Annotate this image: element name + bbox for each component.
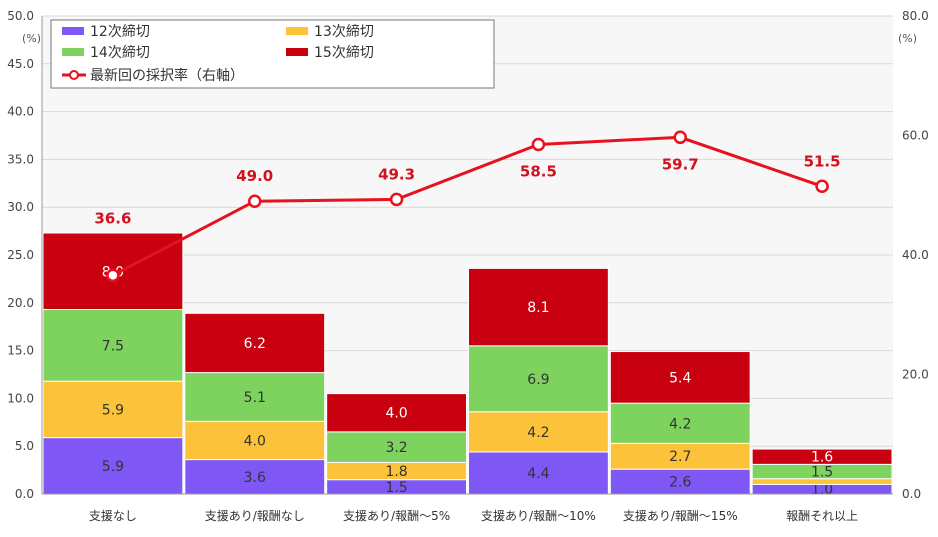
right-tick-label: 80.0 [902,9,929,23]
bar-data-label: 5.4 [669,370,691,386]
legend-label: 15次締切 [314,44,374,61]
bar-data-label: 1.6 [811,450,833,466]
bar-data-label: 2.7 [669,449,691,465]
rate-point [248,194,262,208]
rate-data-label: 49.3 [378,165,415,183]
right-axis-unit: (%) [898,32,917,45]
rate-data-label: 36.6 [94,209,131,227]
rate-data-label: 51.5 [804,152,841,170]
bar-data-label: 5.9 [102,459,124,475]
left-tick-label: 45.0 [7,57,34,71]
legend-swatch [62,27,84,35]
left-tick-label: 15.0 [7,344,34,358]
x-tick-label: 報酬それ以上 [786,509,858,523]
bar-segment [609,351,751,404]
rate-data-label: 58.5 [520,162,557,180]
bar-data-label: 3.6 [244,470,266,486]
x-tick-label: 支援なし [89,509,137,523]
legend-label: 12次締切 [90,23,150,40]
left-tick-label: 35.0 [7,152,34,166]
bar-data-label: 6.2 [244,336,266,352]
right-tick-label: 40.0 [902,248,929,262]
bar-data-label: 4.4 [527,466,549,482]
rate-point [815,179,829,194]
axes: (%) (%) 0.0 5.0 10.0 15.0 20.0 25.0 30.0 35.0 40… [7,9,928,523]
bar-data-label: 4.2 [527,425,549,441]
x-tick-label: 支援あり/報酬なし [205,509,305,523]
x-tick-label: 支援あり/報酬～5% [343,509,450,523]
bar-segment [184,312,326,374]
bar-segment [42,437,184,495]
rate-point [531,137,546,152]
legend-label: 最新回の採択率（右軸） [90,67,244,84]
bar-data-label: 5.1 [244,390,266,406]
bar-data-label: 5.9 [102,402,124,418]
right-tick-label: 20.0 [902,368,929,382]
legend-box [50,19,495,89]
bar-segment [609,442,751,470]
bar-data-label: 1.8 [385,464,407,480]
rate-data-label: 49.0 [236,167,273,185]
bar-segment [326,431,467,463]
left-tick-label: 10.0 [7,391,34,405]
bar-data-label: 7.5 [102,338,124,354]
bar-data-label: 6.9 [527,372,549,388]
bar-segment [609,402,751,444]
bar-segment [468,411,609,453]
left-axis-unit: (%) [22,32,41,45]
bar-data-label: 4.0 [385,406,407,422]
left-tick-label: 20.0 [7,296,34,310]
left-tick-label: 30.0 [7,200,34,214]
legend-swatch [286,27,308,35]
bar-data-label: 3.2 [385,440,407,456]
rate-point [389,192,404,207]
bar-data-label: 1.5 [811,465,833,481]
left-tick-label: 25.0 [7,248,34,262]
bar-data-label: 4.0 [244,433,266,449]
bar-segment [751,448,893,465]
bar-data-label: 4.2 [669,416,691,432]
bar-data-label: 8.1 [527,300,549,316]
rate-line-path [112,135,823,277]
rate-point [673,130,687,145]
left-tick-label: 0.0 [15,487,34,501]
legend-line-marker [69,70,79,80]
legend-label: 13次締切 [314,23,374,40]
bar-segment [468,267,609,347]
bar-data-label: 1.5 [385,480,407,496]
legend-label: 14次締切 [90,44,150,61]
legend-swatch [62,48,84,56]
rate-line: 36.6 49.0 49.3 58.5 59.7 51.5 [94,130,841,283]
bar-segment [468,451,609,495]
bars: 5.95.97.58.03.64.05.16.21.51.83.24.04.44… [42,232,893,498]
left-tick-label: 5.0 [15,439,34,453]
bar-segment [326,393,467,433]
bar-segment [468,345,609,413]
left-tick-label: 40.0 [7,105,34,119]
x-tick-label: 支援あり/報酬～10% [481,509,596,523]
right-tick-label: 0.0 [902,487,921,501]
bar-segment [184,372,326,422]
bar-segment [609,468,751,495]
left-tick-label: 50.0 [7,9,34,23]
x-tick-label: 支援あり/報酬～15% [623,509,738,523]
legend-swatch [286,48,308,56]
bar-data-label: 2.6 [669,475,691,491]
right-tick-label: 60.0 [902,129,929,143]
rate-data-label: 59.7 [662,155,699,173]
rate-point [106,268,120,283]
